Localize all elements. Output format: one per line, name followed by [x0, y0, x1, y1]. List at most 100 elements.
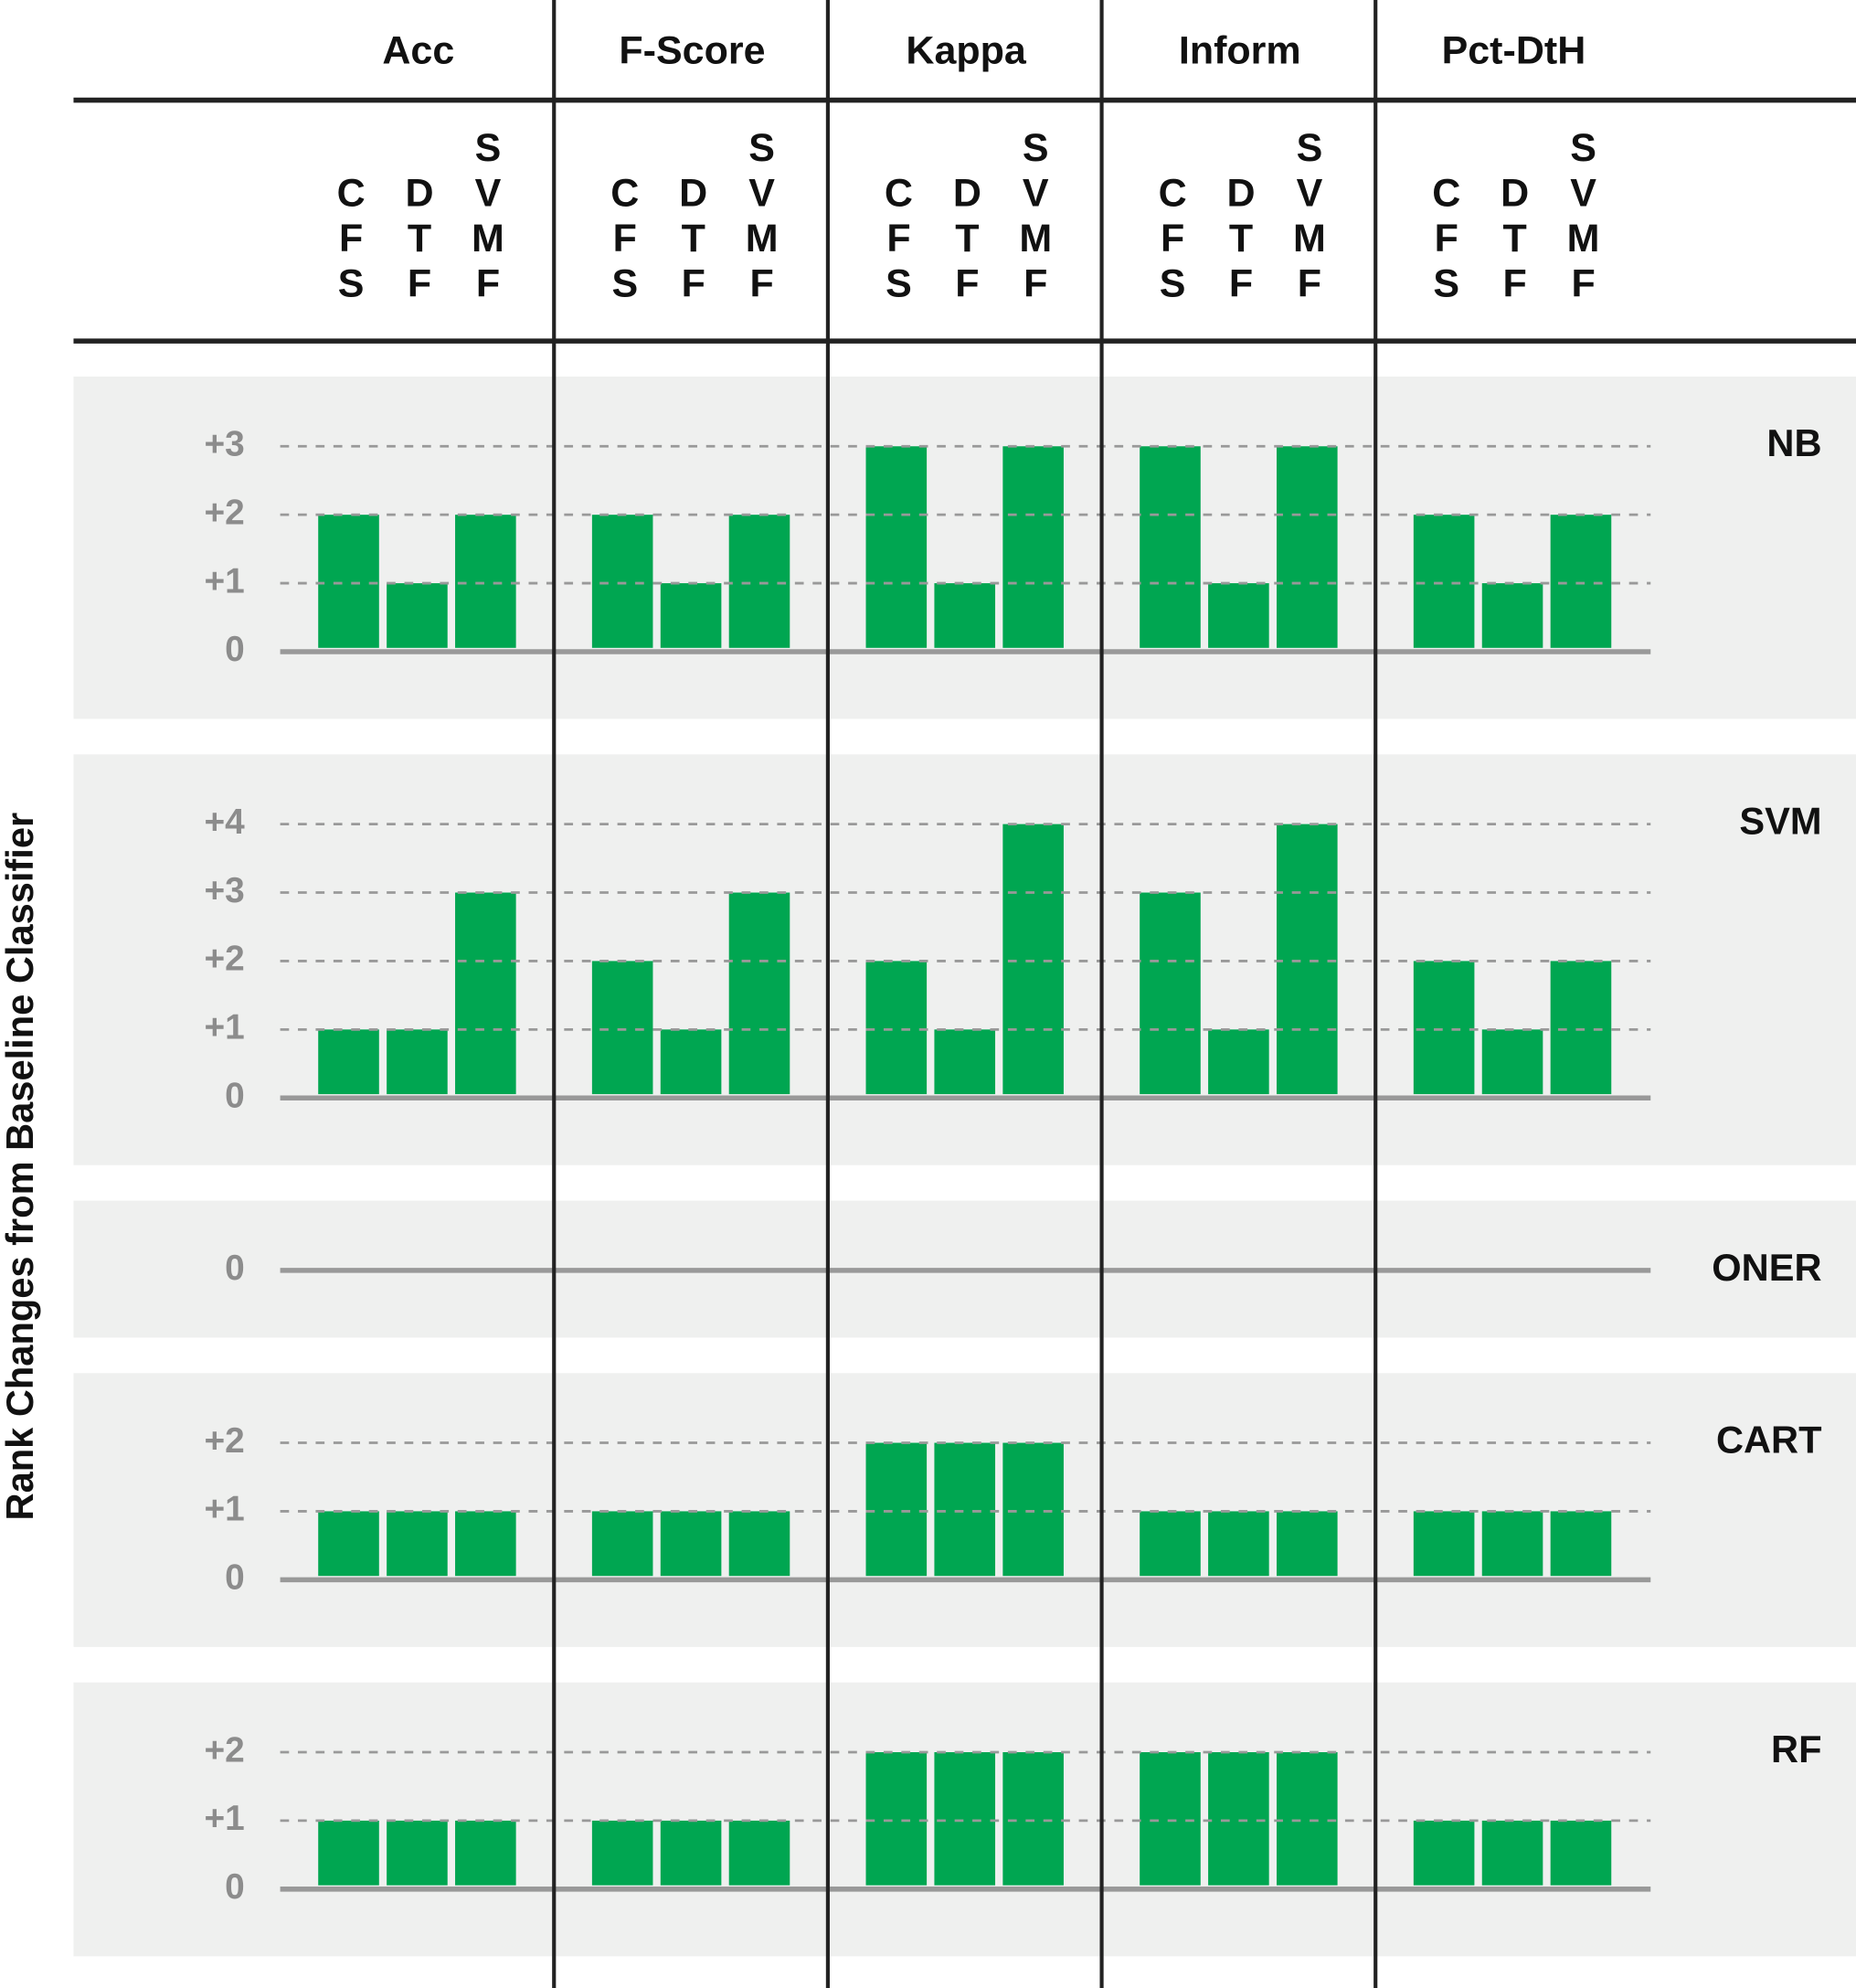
- y-axis-label: Rank Changes from Baseline Classifier: [0, 813, 41, 1521]
- bar: [1481, 1511, 1543, 1577]
- bar: [728, 1820, 790, 1886]
- bar: [660, 583, 722, 648]
- bar: [865, 1442, 928, 1577]
- bar: [1140, 1511, 1201, 1577]
- bar: [591, 1820, 653, 1886]
- y-tick-label: +2: [204, 1730, 244, 1770]
- bar: [1481, 583, 1543, 648]
- method-label: SVMF: [1288, 126, 1331, 307]
- bar: [591, 961, 653, 1095]
- metric-label: Pct-DtH: [1442, 29, 1586, 73]
- method-label: SVMF: [740, 126, 784, 307]
- method-label: DTF: [1493, 172, 1537, 307]
- bar: [728, 515, 790, 648]
- bar: [591, 515, 653, 648]
- metric-label: F-Score: [619, 29, 765, 73]
- y-tick-label: 0: [225, 1867, 245, 1907]
- method-label: DTF: [1219, 172, 1263, 307]
- bar: [1481, 1029, 1543, 1095]
- bar: [934, 1442, 996, 1577]
- bar: [318, 1029, 379, 1095]
- bar: [728, 892, 790, 1095]
- foreground: Acc CFS DTF SVMF F-Score CFS DTF SVMF Kappa CFS DT…: [73, 0, 1856, 1988]
- y-tick-label: +2: [204, 940, 244, 979]
- bar: [1208, 1029, 1269, 1095]
- bar: [1413, 1820, 1475, 1886]
- bar: [387, 1029, 448, 1095]
- bar: [455, 515, 516, 648]
- panel-title: RF: [1771, 1728, 1821, 1770]
- bar: [865, 446, 928, 648]
- bar: [660, 1820, 722, 1886]
- bar: [387, 583, 448, 648]
- bar: [1002, 1751, 1064, 1886]
- bar: [1002, 1442, 1064, 1577]
- panel-title: CART: [1716, 1419, 1822, 1462]
- bar: [1277, 824, 1338, 1095]
- panel-title: SVM: [1739, 800, 1821, 843]
- bar: [1002, 824, 1064, 1095]
- bar: [455, 1820, 516, 1886]
- bar: [387, 1511, 448, 1577]
- bar: [455, 1511, 516, 1577]
- bar: [660, 1029, 722, 1095]
- panel-title: NB: [1766, 421, 1821, 464]
- metric-label: Inform: [1179, 29, 1301, 73]
- bar: [1208, 1511, 1269, 1577]
- method-label: CFS: [1425, 172, 1469, 307]
- metric-label: Kappa: [906, 29, 1027, 73]
- bar: [1140, 892, 1201, 1095]
- method-label: CFS: [329, 172, 373, 307]
- method-label: DTF: [672, 172, 716, 307]
- bar: [1413, 961, 1475, 1095]
- panel-title: ONER: [1712, 1246, 1821, 1289]
- y-tick-label: 0: [225, 1558, 245, 1598]
- bar: [1208, 583, 1269, 648]
- bar: [1277, 446, 1338, 648]
- method-label: CFS: [603, 172, 647, 307]
- bar: [1481, 1820, 1543, 1886]
- y-tick-label: +4: [204, 803, 245, 842]
- bar: [455, 892, 516, 1095]
- bar: [934, 583, 996, 648]
- bar: [318, 515, 379, 648]
- bar: [1277, 1751, 1338, 1886]
- bar: [865, 1751, 928, 1886]
- bar: [934, 1751, 996, 1886]
- bar: [1140, 446, 1201, 648]
- bar: [1002, 446, 1064, 648]
- bar: [591, 1511, 653, 1577]
- y-tick-label: 0: [225, 630, 245, 669]
- metric-label: Acc: [382, 29, 454, 73]
- y-tick-label: +1: [204, 1799, 244, 1838]
- method-label: SVMF: [1013, 126, 1057, 307]
- y-tick-label: +1: [204, 1008, 244, 1047]
- bar: [1413, 515, 1475, 648]
- method-label: SVMF: [466, 126, 510, 307]
- y-tick-label: +1: [204, 561, 244, 601]
- bar: [318, 1820, 379, 1886]
- y-tick-label: 0: [225, 1077, 245, 1116]
- y-tick-label: +3: [204, 871, 244, 910]
- bar: [387, 1820, 448, 1886]
- bar: [1413, 1511, 1475, 1577]
- bar: [1550, 961, 1612, 1095]
- bar: [1550, 1511, 1612, 1577]
- y-tick-label: 0: [225, 1249, 245, 1288]
- y-tick-label: +3: [204, 425, 244, 464]
- bar: [865, 961, 928, 1095]
- bar: [660, 1511, 722, 1577]
- bar: [728, 1511, 790, 1577]
- y-tick-label: +2: [204, 1421, 244, 1461]
- method-label: DTF: [398, 172, 441, 307]
- panels: 0 +1 +2 +3 NB 0 +1 +2 +3 +4 SVM 0 ONER 0 +1 +2 CART 0 +1 +2…: [73, 376, 1856, 1957]
- bar: [1208, 1751, 1269, 1886]
- method-label: CFS: [876, 172, 920, 307]
- bar: [318, 1511, 379, 1577]
- bar: [934, 1029, 996, 1095]
- method-label: DTF: [945, 172, 989, 307]
- bar: [1550, 1820, 1612, 1886]
- y-tick-label: +2: [204, 493, 244, 532]
- bar: [1550, 515, 1612, 648]
